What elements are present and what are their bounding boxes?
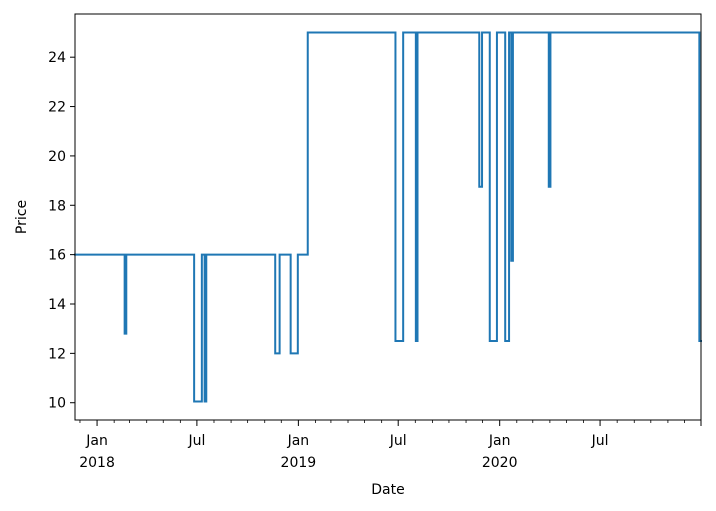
y-axis-ticks: 10 12 14 16 18 20 22 24 [48, 50, 75, 412]
y-tick-label: 16 [48, 248, 66, 264]
x-tick-label: Jan [287, 433, 310, 449]
y-axis-title: Price [14, 200, 30, 234]
y-tick-label: 14 [48, 297, 66, 313]
x-tick-label: Jul [389, 433, 407, 449]
y-tick-label: 22 [48, 100, 66, 116]
x-axis-ticks: Jan 2018 Jul Jan 2019 Jul Jan 2020 Jul [79, 420, 702, 471]
y-tick-label: 24 [48, 50, 66, 66]
x-axis-title: Date [371, 482, 404, 498]
series-layer [74, 31, 702, 403]
plot-frame [74, 13, 702, 421]
plot-area [75, 14, 701, 420]
x-tick-label: Jan [85, 433, 108, 449]
y-tick-label: 18 [48, 198, 66, 214]
x-tick-label: Jan [488, 433, 511, 449]
series-line-0 [74, 31, 702, 403]
x-tick-year-label: 2020 [482, 455, 518, 471]
y-tick-label: 20 [48, 149, 66, 165]
x-tick-year-label: 2019 [281, 455, 317, 471]
x-tick-label: Jul [591, 433, 609, 449]
y-tick-label: 12 [48, 346, 66, 362]
y-tick-label: 10 [48, 396, 66, 412]
x-tick-label: Jul [187, 433, 205, 449]
x-tick-year-label: 2018 [79, 455, 115, 471]
